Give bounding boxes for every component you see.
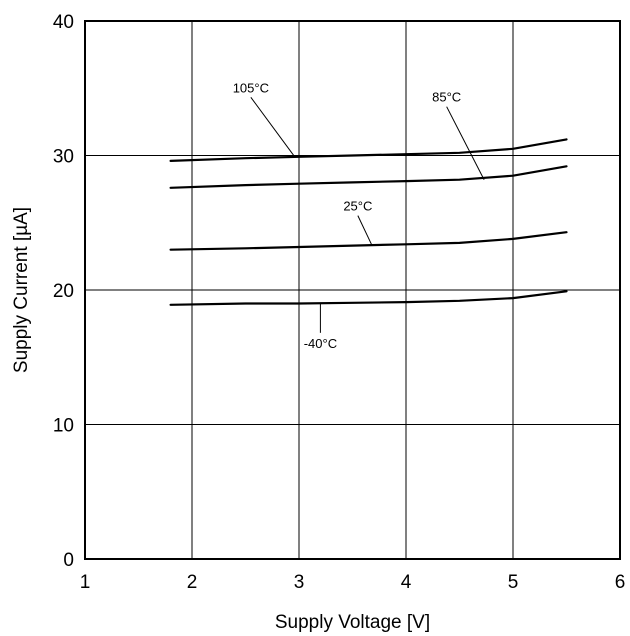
plot-frame — [84, 20, 621, 560]
annotation-leader-line — [250, 96, 296, 158]
grid-layer — [85, 21, 620, 559]
series-line — [169, 231, 568, 251]
x-tick-label: 3 — [294, 572, 305, 593]
x-tick-label: 1 — [80, 572, 91, 593]
series-annotation-label: -40°C — [304, 336, 337, 351]
x-tick-label: 6 — [615, 572, 626, 593]
annotation-leader-line — [357, 215, 373, 246]
y-tick-label: 40 — [53, 12, 74, 33]
annotation-leader-line — [446, 106, 485, 180]
x-axis-title: Supply Voltage [V] — [275, 612, 430, 633]
y-axis-title: Supply Current [µA] — [11, 207, 32, 373]
y-tick-label: 20 — [53, 281, 74, 302]
annotation-layer: 105°C 85°C 25°C -40°C — [233, 80, 485, 351]
x-tick-label: 4 — [401, 572, 412, 593]
y-tick-label: 10 — [53, 416, 74, 437]
series-line — [169, 138, 568, 162]
series-annotation-label: 85°C — [432, 90, 461, 105]
y-tick-label: 30 — [53, 147, 74, 168]
series-line — [169, 165, 568, 189]
series-line — [169, 290, 568, 306]
y-tick-label: 0 — [63, 550, 74, 571]
tick-layer: 1 2 3 4 5 6 0 10 20 30 40 — [53, 12, 625, 593]
series-layer — [169, 138, 568, 306]
series-annotation-label: 25°C — [343, 199, 372, 214]
x-tick-label: 5 — [508, 572, 519, 593]
series-annotation-label: 105°C — [233, 80, 269, 95]
x-tick-label: 2 — [187, 572, 198, 593]
